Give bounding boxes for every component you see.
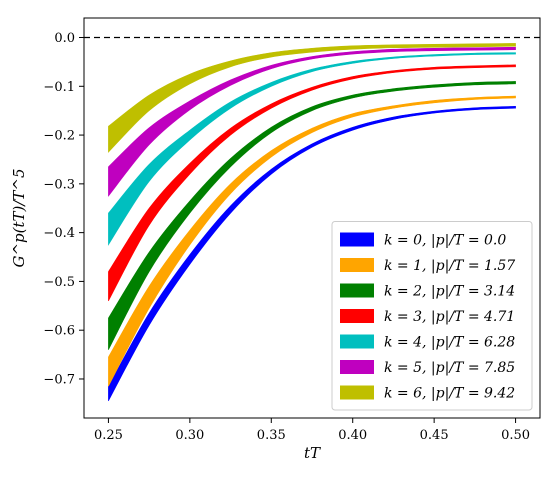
legend-label: k = 2, |p|/T = 3.14 xyxy=(384,284,515,300)
y-tick-label: −0.3 xyxy=(43,177,75,192)
y-tick-label: −0.6 xyxy=(43,324,75,339)
y-tick-label: −0.1 xyxy=(43,80,75,95)
legend-swatch xyxy=(340,258,374,272)
legend-label: k = 0, |p|/T = 0.0 xyxy=(384,233,506,249)
legend-label: k = 6, |p|/T = 9.42 xyxy=(384,386,515,402)
legend-swatch xyxy=(340,232,374,247)
x-tick-label: 0.30 xyxy=(175,428,204,443)
x-tick-label: 0.40 xyxy=(338,428,367,443)
x-tick-label: 0.25 xyxy=(94,428,123,443)
bands-layer xyxy=(108,43,516,402)
y-tick-label: −0.5 xyxy=(43,275,75,290)
x-tick-label: 0.45 xyxy=(420,428,449,443)
legend-swatch xyxy=(340,283,374,298)
y-tick-label: −0.7 xyxy=(43,372,75,387)
legend: k = 0, |p|/T = 0.0 k = 1, |p|/T = 1.57 k =… xyxy=(331,221,533,411)
y-tick-label: 0.0 xyxy=(54,31,75,46)
band-k3 xyxy=(108,64,516,302)
band-k1 xyxy=(108,95,516,387)
band-k4 xyxy=(108,52,516,246)
legend-label: k = 4, |p|/T = 6.28 xyxy=(384,335,515,351)
x-tick-label: 0.35 xyxy=(257,428,286,443)
legend-swatch xyxy=(340,309,374,323)
legend-swatch xyxy=(340,334,374,349)
y-axis-label: G^p(tT)/T^5 xyxy=(10,168,28,267)
band-k2 xyxy=(108,81,516,350)
x-axis-label: tT xyxy=(304,444,321,462)
legend-swatch xyxy=(340,360,374,374)
axes-frame xyxy=(83,17,541,419)
band-k6 xyxy=(108,43,516,153)
legend-swatch xyxy=(340,385,374,400)
legend-label: k = 1, |p|/T = 1.57 xyxy=(384,258,515,274)
band-k0 xyxy=(108,105,516,402)
x-tick-label: 0.50 xyxy=(501,428,530,443)
x-axis: 0.25 0.30 0.35 0.40 0.45 0.50 xyxy=(94,418,530,443)
legend-label: k = 3, |p|/T = 4.71 xyxy=(384,309,515,325)
y-tick-label: −0.4 xyxy=(43,226,75,241)
y-axis: 0.0 −0.1 −0.2 −0.3 −0.4 −0.5 −0.6 −0.7 xyxy=(43,31,84,387)
y-tick-label: −0.2 xyxy=(43,129,75,144)
band-k5 xyxy=(108,46,516,197)
legend-label: k = 5, |p|/T = 7.85 xyxy=(384,360,515,376)
legend-box xyxy=(331,221,533,411)
